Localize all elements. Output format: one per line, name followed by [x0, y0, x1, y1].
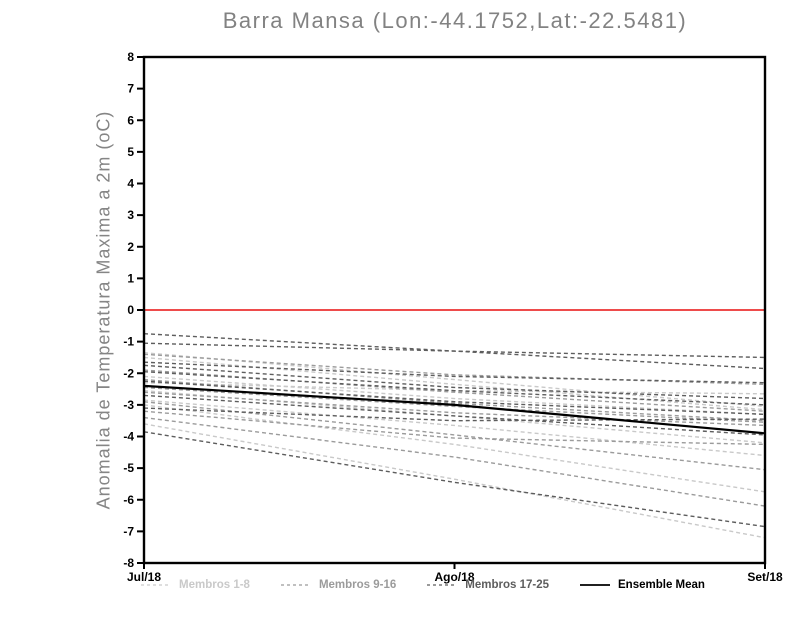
legend-line-swatch [580, 584, 611, 586]
y-tick-label: -7 [123, 524, 134, 538]
member-line [143, 356, 766, 411]
y-tick-label: 4 [127, 177, 134, 191]
legend-label: Ensemble Mean [618, 579, 705, 591]
member-line [143, 401, 766, 471]
x-tick-label: Jul/18 [127, 570, 161, 584]
legend-label: Membros 17-25 [465, 579, 550, 591]
member-line [143, 399, 766, 457]
y-tick-label: 1 [127, 271, 134, 285]
y-tick-label: 7 [127, 82, 134, 96]
member-line [143, 407, 766, 422]
y-tick-label: 8 [127, 50, 134, 64]
legend-label: Membros 9-16 [318, 579, 397, 591]
member-line [143, 423, 766, 539]
y-tick-label: -6 [123, 493, 134, 507]
legend-item-ensemble-mean: Ensemble Mean [579, 579, 705, 591]
y-tick-label: -5 [123, 461, 134, 475]
legend-item-membros-1-8: Membros 1-8 [140, 579, 250, 591]
member-line [143, 351, 766, 408]
y-tick-label: 5 [127, 145, 134, 159]
y-tick-label: -8 [123, 556, 134, 570]
member-line [143, 342, 766, 359]
member-line [143, 416, 766, 507]
x-tick-label: Ago/18 [434, 570, 474, 584]
member-line [143, 378, 766, 422]
y-tick-label: 2 [127, 240, 134, 254]
member-line [143, 410, 766, 446]
y-tick-label: -1 [123, 335, 134, 349]
x-tick-label: Set/18 [747, 570, 783, 584]
member-line [143, 361, 766, 384]
y-tick-label: -4 [123, 430, 134, 444]
legend-line-swatch [280, 584, 311, 586]
member-line [143, 364, 766, 400]
member-line [143, 394, 766, 436]
y-tick-label: 6 [127, 113, 134, 127]
member-line [143, 370, 766, 406]
legend-line-swatch [427, 584, 458, 586]
y-tick-label: 0 [127, 303, 134, 317]
member-line [143, 391, 766, 427]
legend-item-membros-9-16: Membros 9-16 [280, 579, 396, 591]
chart-title: Barra Mansa (Lon:-44.1752,Lat:-22.5481) [222, 8, 688, 33]
y-tick-label: -2 [123, 366, 134, 380]
member-line [143, 380, 766, 416]
ensemble-mean-line [143, 384, 766, 435]
legend-line-swatch [141, 584, 171, 586]
chart-legend: Membros 1-8 Membros 9-16 Membros 17-25 Ense… [140, 579, 705, 591]
member-line [143, 353, 766, 386]
legend-label: Membros 1-8 [179, 579, 250, 591]
member-line [143, 386, 766, 423]
y-tick-label: -3 [123, 398, 134, 412]
y-tick-label: 3 [127, 208, 134, 222]
legend-item-membros-17-25: Membros 17-25 [426, 579, 549, 591]
member-line [143, 375, 766, 416]
member-line [143, 369, 766, 412]
